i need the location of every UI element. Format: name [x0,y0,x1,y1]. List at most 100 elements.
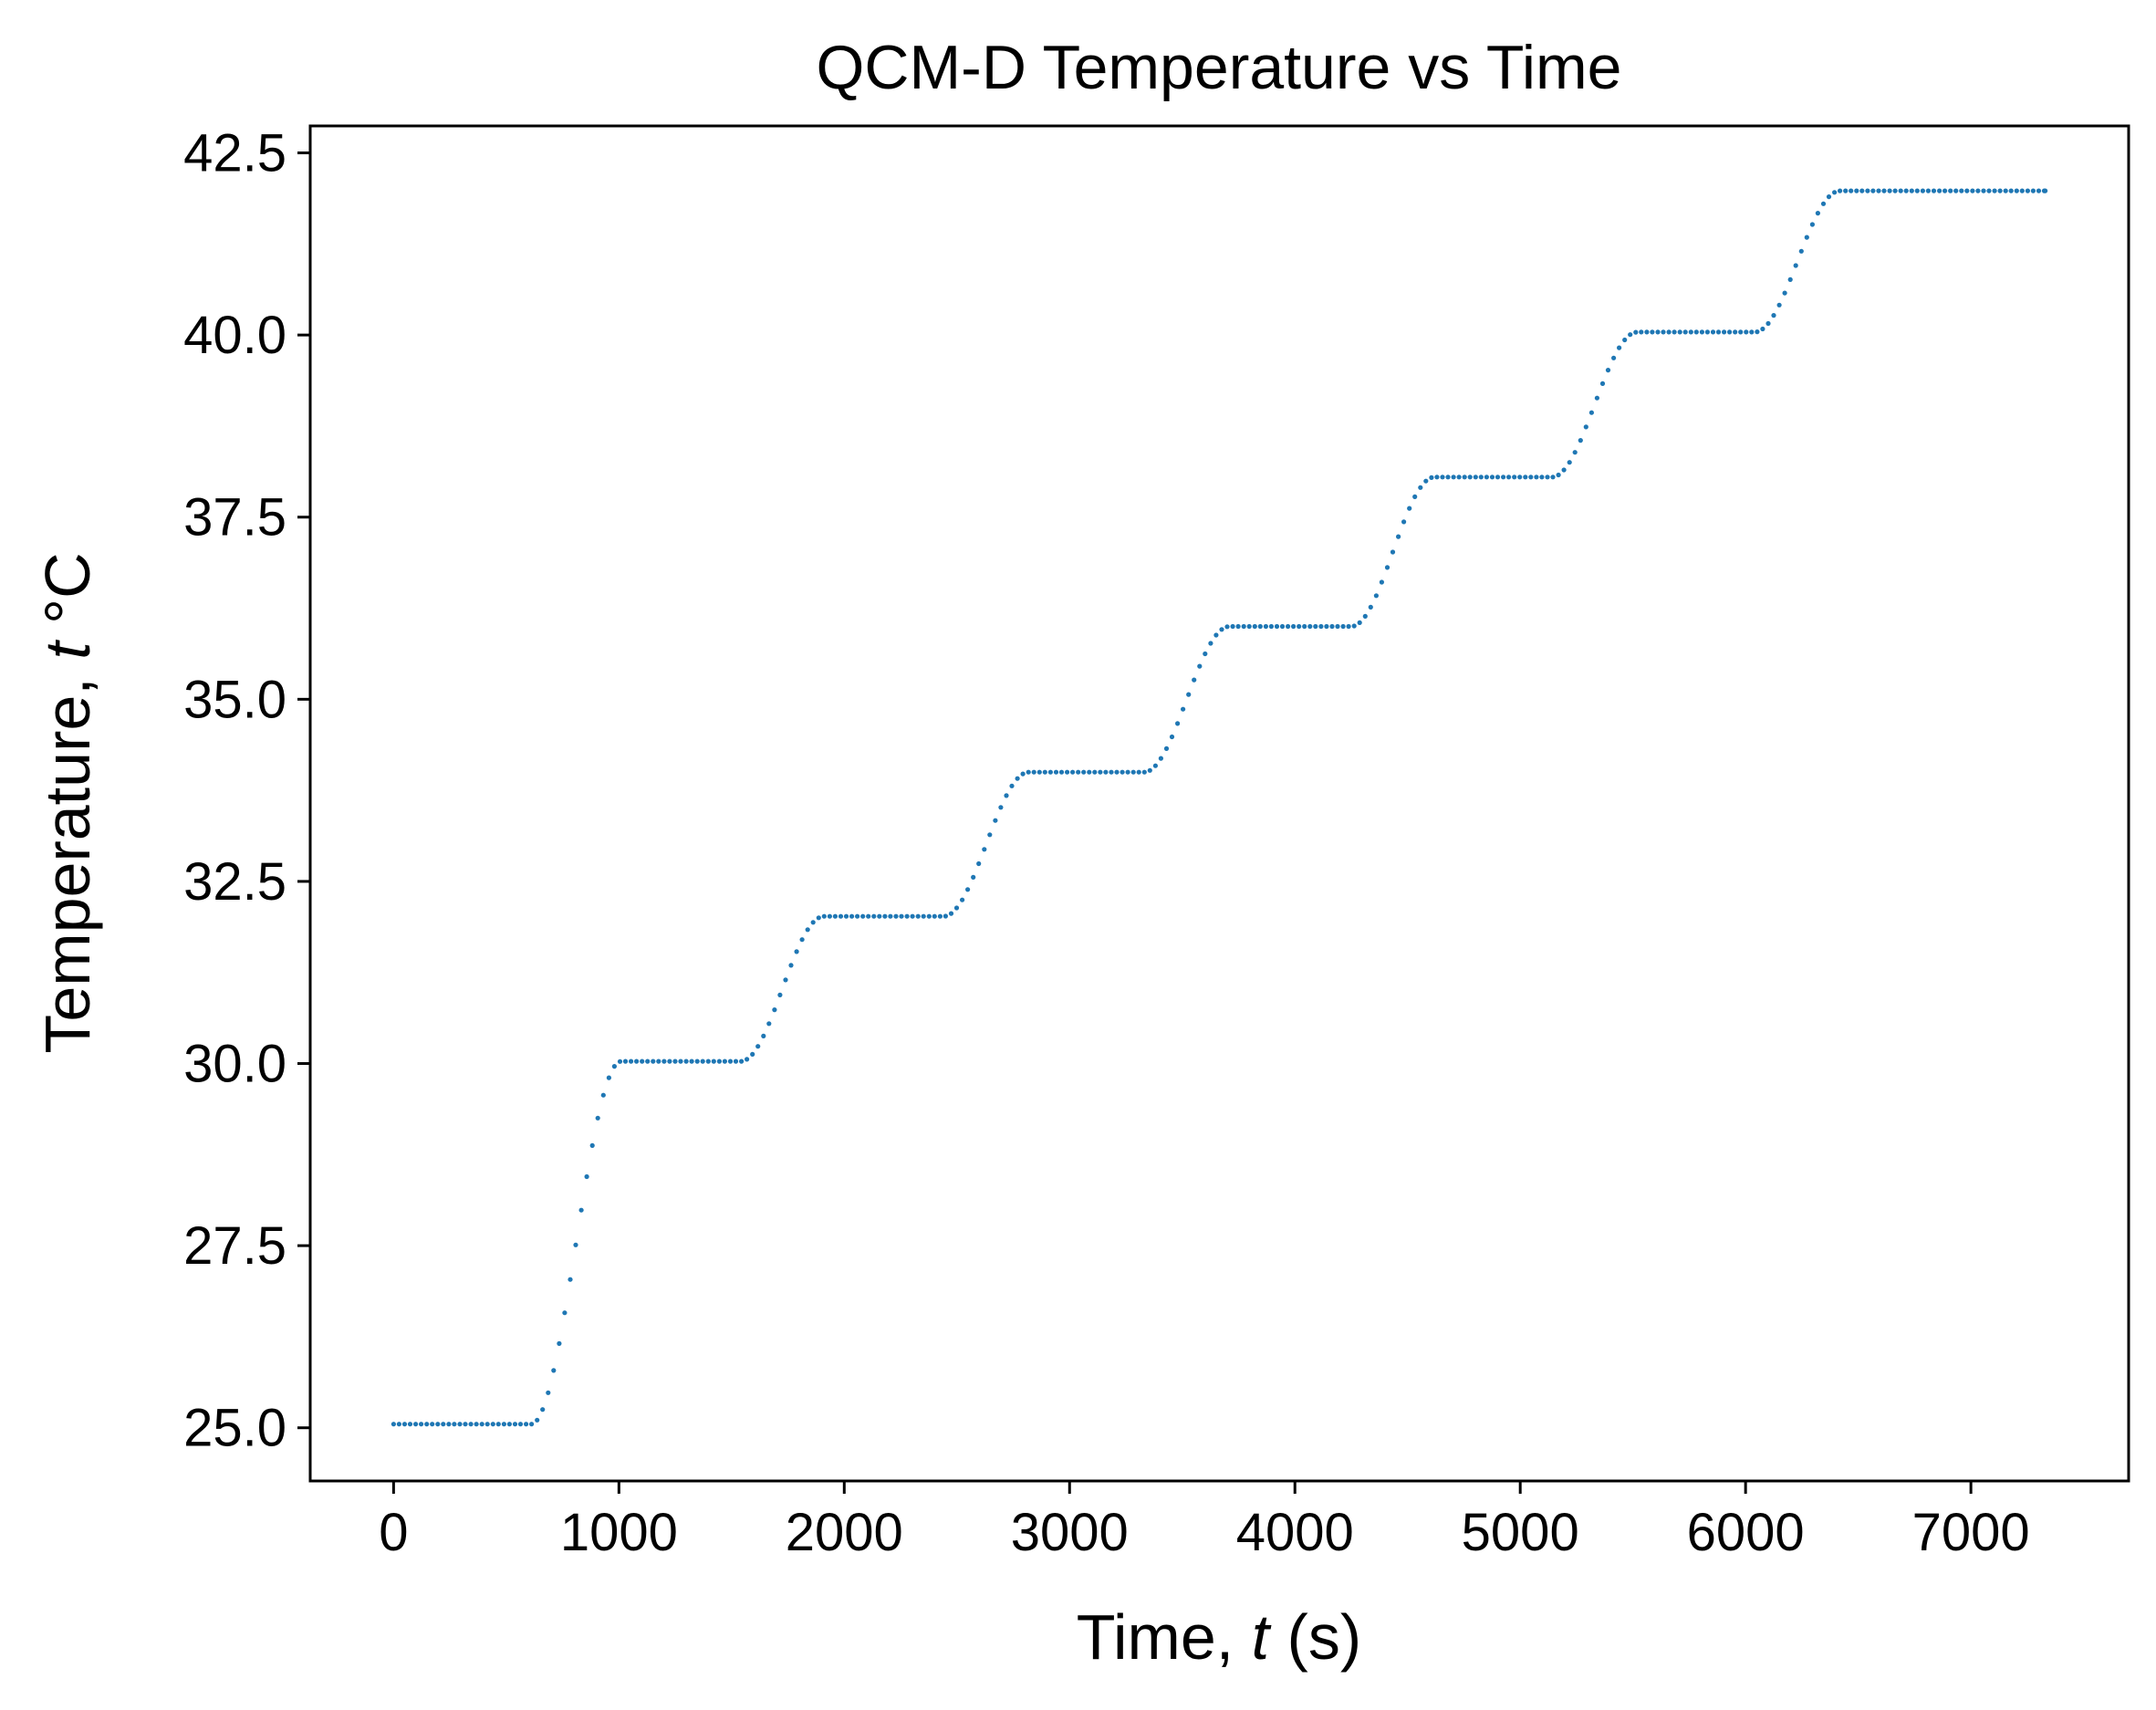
data-point [1263,623,1268,630]
data-point [1081,769,1087,775]
data-point [1964,188,1970,193]
data-point [733,1058,739,1064]
data-point [1981,188,1986,193]
data-point [2014,188,2019,193]
data-point [452,1422,457,1427]
data-point [1992,188,1997,193]
data-point [943,913,948,919]
data-point [1213,632,1219,638]
data-point [419,1422,424,1427]
data-point [656,1058,661,1064]
data-point [1798,248,1804,254]
data-point [640,1058,645,1064]
data-point [1744,329,1749,335]
data-point [915,913,921,919]
data-point [678,1058,683,1064]
data-point [1313,623,1318,630]
data-point [1130,769,1136,775]
data-point [1815,211,1820,216]
data-point [1047,769,1053,775]
data-point [1727,329,1733,335]
data-point [584,1173,589,1180]
data-point [1004,793,1009,798]
data-point [424,1422,430,1427]
data-point [1026,769,1031,775]
data-point [832,913,838,919]
data-point [479,1422,484,1427]
data-point [965,887,971,892]
data-point [1274,623,1280,630]
data-point [1914,188,1920,193]
data-point [805,927,810,933]
data-point [1053,769,1059,775]
data-point [1357,620,1362,626]
data-point [910,913,915,919]
data-point [2019,188,2025,193]
data-point [1666,329,1672,335]
data-point [595,1115,600,1121]
data-point [2008,188,2014,193]
data-point [1876,188,1881,193]
data-point [1704,329,1710,335]
data-point [1838,188,1843,193]
data-point [1843,188,1849,193]
y-tick-label: 27.5 [183,1216,286,1276]
data-point [667,1058,672,1064]
data-point [1208,641,1213,646]
data-point [1528,474,1534,480]
data-point [1970,188,1975,193]
data-point [1456,474,1462,480]
data-point [1401,519,1407,525]
data-point [788,963,794,968]
data-point [1351,623,1357,629]
data-point [1070,769,1076,775]
data-point [1644,329,1650,335]
data-point [993,818,998,823]
data-point [1859,188,1865,193]
data-point [634,1058,640,1064]
data-point [1986,188,1992,193]
data-point [1478,474,1484,480]
data-point [816,915,821,921]
data-point [745,1057,750,1062]
data-point [877,913,882,919]
data-point [838,913,844,919]
data-point [540,1407,546,1413]
y-tick-label: 37.5 [183,488,286,547]
data-point [617,1058,623,1064]
data-point [1639,329,1644,335]
data-point [1722,329,1727,335]
data-point [1677,329,1682,335]
data-point [1169,734,1175,740]
data-point [1163,746,1170,752]
data-point [1909,188,1914,193]
data-point [457,1422,463,1427]
data-point [849,913,855,919]
data-point [1158,756,1163,761]
data-point [611,1064,618,1069]
data-point [1854,188,1859,193]
data-point [1346,623,1351,630]
data-point [810,920,816,925]
data-point [1418,485,1423,490]
data-point [1412,494,1418,500]
data-point [1661,329,1666,335]
data-point [1252,623,1257,630]
data-point [2003,188,2008,193]
data-point [2025,188,2030,193]
data-point [1103,769,1109,775]
data-point [1688,329,1693,335]
data-point [1224,624,1230,630]
data-point [1715,329,1722,335]
data-point [1655,329,1661,335]
data-point [1887,188,1892,193]
data-point [435,1422,441,1427]
data-point [1804,235,1809,240]
data-point [474,1422,479,1427]
data-point [661,1058,667,1064]
data-point [524,1422,529,1427]
data-point [1512,474,1517,480]
data-point [821,913,827,919]
data-point [761,1033,766,1038]
